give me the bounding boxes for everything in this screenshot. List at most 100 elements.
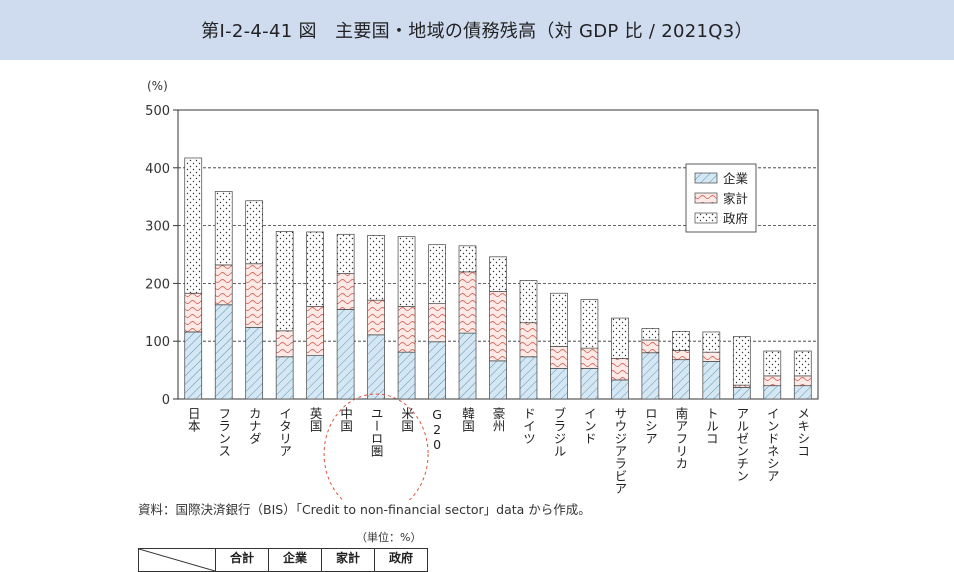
bar-segment-gov (458, 245, 477, 273)
bar-segment-house (641, 339, 660, 354)
bar-segment-gov (763, 350, 782, 377)
y-tick-label: 400 (145, 162, 170, 177)
table-header-house: 家計 (321, 548, 375, 572)
bar-segment-gov (702, 331, 721, 353)
bar-segment-gov (550, 292, 568, 347)
bar-segment-corp (275, 356, 294, 400)
table-header-total: 合計 (215, 548, 269, 572)
bar-segment-house (245, 263, 264, 328)
bar-segment-house (611, 358, 629, 381)
bar-segment-house (550, 346, 568, 369)
bar-segment-gov (367, 235, 385, 301)
x-tick-label: ユーロ圏 (369, 407, 384, 458)
bar-segment-corp (214, 304, 233, 400)
bar-segment-gov (214, 191, 233, 266)
x-tick-label: 中国 (338, 406, 353, 432)
bar-segment-house (184, 292, 203, 333)
bar-segment-house (214, 264, 233, 306)
x-tick-label: イタリア (277, 407, 292, 457)
y-tick-label: 200 (145, 277, 170, 292)
bar-segment-gov (336, 233, 355, 274)
bar-segment-house (519, 322, 538, 358)
bar-segment-house (793, 375, 812, 387)
title-bar: 第Ⅰ-2-4-41 図 主要国・地域の債務残高（対 GDP 比 / 2021Q3… (0, 0, 954, 60)
bar-segment-corp (489, 360, 507, 400)
bar-segment-house (702, 351, 721, 362)
bar-segment-gov (489, 256, 507, 292)
table-header-corp: 企業 (268, 548, 322, 572)
x-tick-label: カナダ (247, 407, 262, 445)
bar-segment-corp (367, 334, 385, 400)
bar-segment-gov (732, 336, 751, 386)
x-tick-label: ブラジル (551, 406, 566, 457)
bar-segment-house (275, 330, 294, 358)
stacked-bar-chart: 0 100 200 300 400 500 (%) 日本 フランス カナダ イタリア 英国 中国 ユーロ圏… (145, 79, 819, 500)
legend-label: 家計 (723, 191, 748, 206)
bar-segment-gov (245, 200, 264, 265)
bar-segment-corp (519, 356, 538, 400)
bar-segment-house (306, 306, 324, 357)
table-header-gov: 政府 (374, 548, 428, 572)
x-tick-label: G20 (430, 407, 445, 452)
y-tick-label: 300 (145, 220, 170, 235)
data-table: 合計 企業 家計 政府 (138, 548, 428, 572)
x-tick-label: メキシコ (795, 407, 810, 457)
bar-segment-house (458, 271, 477, 334)
x-tick-label: アルゼンチン (734, 407, 749, 482)
x-tick-label: 南アフリカ (673, 406, 688, 470)
bar-segment-corp (458, 332, 477, 400)
x-tick-label: 英国 (308, 407, 323, 432)
bar-segment-gov (519, 280, 538, 324)
x-tick-label: インドネシア (765, 407, 780, 482)
x-tick-label: フランス (216, 407, 231, 457)
bar-segment-gov (397, 236, 416, 307)
highlight-circle (323, 393, 429, 500)
x-tick-label: トルコ (704, 407, 719, 445)
plot-area: 0 100 200 300 400 500 (%) 日本 フランス カナダ イタリア 英国 中国 ユーロ圏… (145, 79, 819, 500)
y-tick-label: 100 (145, 335, 170, 350)
bar-segment-corp (611, 379, 629, 400)
bar-segment-corp (184, 331, 203, 400)
bar-segment-house (580, 347, 599, 369)
x-tick-label: 豪州 (491, 406, 506, 432)
bar-segment-house (336, 273, 355, 310)
bar-segment-corp (702, 361, 721, 400)
x-tick-label: ロシア (643, 407, 658, 445)
bar-segment-gov (641, 328, 660, 341)
bar-segment-corp (428, 341, 446, 400)
chart-title: 第Ⅰ-2-4-41 図 主要国・地域の債務残高（対 GDP 比 / 2021Q3… (201, 21, 753, 42)
bar-segment-corp (306, 355, 324, 400)
bar-segment-corp (580, 368, 599, 400)
bar-segment-gov (793, 350, 812, 377)
y-tick-label: 500 (145, 104, 170, 119)
bar-segment-gov (611, 317, 629, 359)
bar-segment-house (672, 350, 690, 361)
legend-swatch (694, 212, 718, 224)
bar-segment-gov (580, 299, 599, 349)
bar-segment-house (397, 306, 416, 353)
bar-segment-corp (793, 385, 812, 400)
x-tick-label: 米国 (399, 407, 414, 432)
bar-segment-corp (763, 385, 782, 400)
legend-label: 企業 (723, 171, 749, 186)
x-tick-label: サウジアラビア (612, 407, 627, 495)
unit-note: （単位：%） (356, 531, 422, 544)
bar-segment-corp (732, 387, 751, 400)
legend-label: 政府 (723, 211, 748, 226)
table-corner-cell (138, 548, 216, 572)
bar-segment-house (367, 299, 385, 336)
bar-segment-house (489, 291, 507, 362)
source-note: 資料：国際決済銀行（BIS）「Credit to non-financial s… (138, 502, 591, 517)
bar-segment-gov (184, 157, 203, 294)
bar-segment-house (763, 375, 782, 387)
legend-swatch (694, 192, 718, 204)
bar-segment-house (428, 303, 446, 343)
x-tick-label: インド (582, 407, 597, 445)
bar-segment-gov (428, 244, 446, 304)
legend-swatch (694, 172, 718, 184)
bar-segment-corp (397, 351, 416, 400)
bar-segment-gov (672, 331, 690, 351)
x-tick-label: ドイツ (521, 407, 536, 445)
y-tick-label: 0 (162, 393, 170, 408)
bar-segment-gov (306, 231, 324, 307)
